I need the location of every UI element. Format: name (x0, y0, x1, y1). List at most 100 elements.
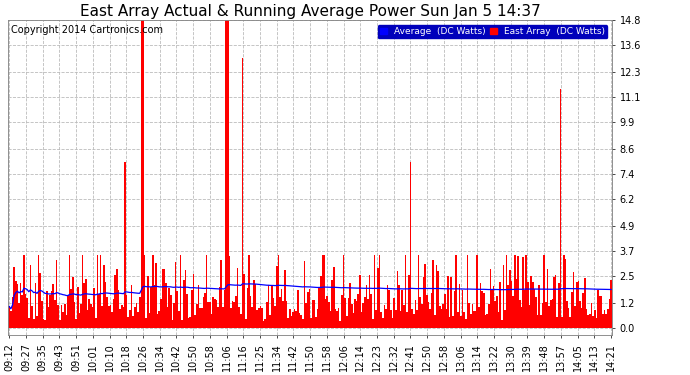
Bar (181, 320, 183, 328)
Bar (446, 309, 447, 328)
Bar (230, 308, 232, 328)
Bar (520, 307, 522, 328)
Bar (69, 255, 70, 328)
Bar (217, 308, 219, 328)
Bar (121, 305, 123, 328)
Bar (495, 301, 496, 328)
Bar (159, 312, 160, 328)
Bar (23, 255, 25, 328)
Bar (453, 291, 455, 328)
Bar (551, 299, 553, 328)
Bar (486, 314, 488, 328)
Bar (92, 307, 93, 328)
Bar (581, 308, 582, 328)
Bar (67, 295, 69, 328)
Bar (535, 297, 537, 328)
Bar (282, 301, 284, 328)
Bar (392, 318, 393, 328)
Bar (371, 294, 372, 328)
Bar (48, 308, 49, 328)
Bar (377, 268, 379, 328)
Bar (424, 264, 426, 328)
Bar (137, 312, 139, 328)
Bar (26, 298, 28, 328)
Bar (452, 316, 453, 328)
Bar (416, 310, 417, 328)
Bar (540, 315, 542, 328)
Bar (134, 307, 136, 328)
Bar (83, 283, 85, 328)
Bar (568, 308, 569, 328)
Bar (164, 269, 165, 328)
Bar (357, 294, 359, 328)
Bar (346, 315, 348, 328)
Bar (415, 300, 416, 328)
Bar (233, 302, 235, 328)
Bar (343, 255, 344, 328)
Bar (579, 301, 581, 328)
Bar (594, 310, 595, 328)
Bar (49, 295, 51, 328)
Bar (549, 306, 550, 328)
Bar (161, 269, 164, 328)
Bar (248, 255, 250, 328)
Bar (148, 313, 150, 328)
Bar (388, 290, 390, 328)
Bar (193, 274, 195, 328)
Bar (525, 255, 527, 328)
Bar (507, 285, 509, 328)
Bar (244, 274, 245, 328)
Bar (287, 318, 289, 328)
Bar (372, 319, 374, 328)
Bar (106, 297, 108, 328)
Bar (387, 285, 388, 328)
Bar (150, 287, 152, 328)
Bar (82, 255, 83, 328)
Bar (501, 320, 502, 328)
Bar (160, 299, 161, 328)
Bar (473, 310, 475, 328)
Bar (442, 304, 444, 328)
Bar (80, 304, 82, 328)
Bar (408, 275, 410, 328)
Bar (172, 320, 173, 328)
Bar (410, 162, 411, 328)
Bar (224, 291, 226, 328)
Bar (126, 296, 128, 328)
Bar (8, 306, 10, 328)
Bar (602, 314, 604, 328)
Bar (196, 304, 197, 328)
Bar (132, 316, 134, 328)
Bar (336, 311, 338, 328)
Bar (323, 255, 325, 328)
Bar (513, 296, 514, 328)
Bar (320, 276, 322, 328)
Bar (375, 310, 377, 328)
Bar (459, 285, 460, 328)
Bar (266, 302, 268, 328)
Bar (62, 312, 64, 328)
Bar (339, 321, 341, 328)
Bar (31, 306, 33, 328)
Bar (130, 285, 132, 328)
Bar (462, 290, 464, 328)
Bar (502, 265, 504, 328)
Bar (10, 311, 12, 328)
Bar (437, 271, 439, 328)
Legend: Average  (DC Watts), East Array  (DC Watts): Average (DC Watts), East Array (DC Watts… (377, 25, 607, 38)
Bar (269, 315, 271, 328)
Bar (154, 285, 155, 328)
Bar (607, 309, 609, 328)
Bar (405, 255, 406, 328)
Bar (277, 255, 279, 328)
Bar (210, 314, 213, 328)
Bar (175, 262, 177, 328)
Bar (111, 312, 113, 328)
Bar (460, 316, 462, 328)
Bar (165, 282, 166, 328)
Bar (349, 283, 351, 328)
Bar (550, 300, 551, 328)
Bar (466, 255, 469, 328)
Bar (385, 309, 387, 328)
Bar (292, 312, 294, 328)
